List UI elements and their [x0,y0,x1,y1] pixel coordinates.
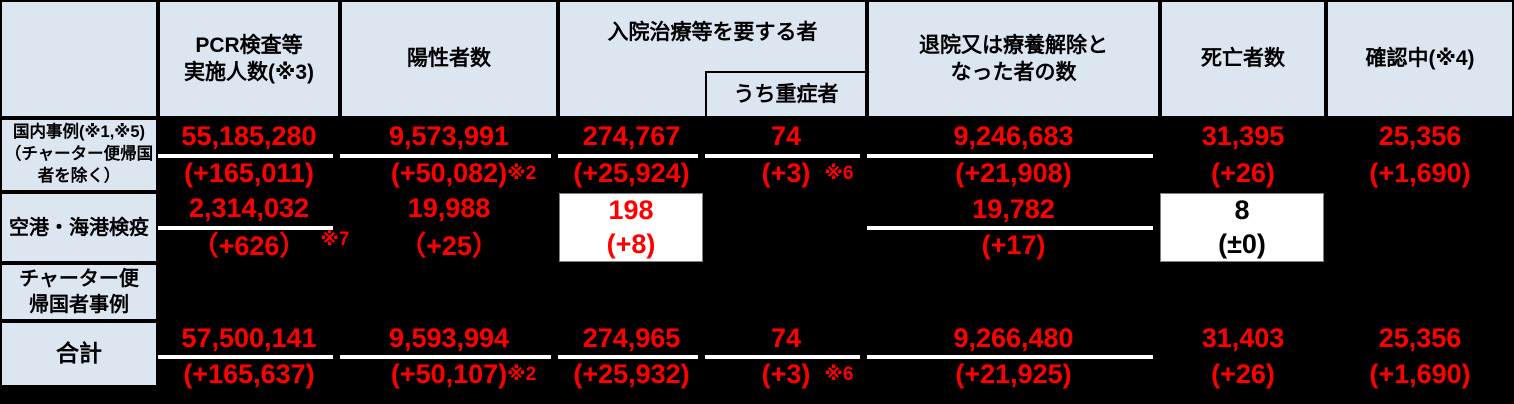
cell-total-confirming: 25,356 (+1,690) [1369,323,1471,389]
header-pcr-tests: PCR検査等 実施人数(※3) [158,0,340,118]
row-label-airport-seaport-quarantine: 空港・海港検疫 [0,192,158,263]
footnote-ref: ※2 [507,163,537,184]
row-label-charter-flight-returnees: チャーター便 帰国者事例 [0,263,158,321]
row-label-domestic-cases: 国内事例(※1,※5) （チャーター便帰国 者を除く） [0,118,158,192]
separator-line [705,154,860,158]
cell-domestic-pcr: 55,185,280 (+165,011) [158,118,340,192]
cell-domestic-hospitalized: 274,767 (+25,924) [558,118,705,192]
cell-total-severe: 74 (+3) ※6 [705,321,867,392]
separator-line [705,355,860,359]
cell-domestic-discharged: 9,246,683 (+21,908) [867,118,1160,192]
separator-line [867,154,1153,158]
cell-quarantine-deaths-highlight-box: 8 (±0) [1160,193,1324,262]
cell-total-deaths: 31,403 (+26) [1201,323,1285,389]
cell-domestic-positive: 9,573,991 (+50,082) ※2 [340,118,558,192]
header-positive-cases: 陽性者数 [340,0,558,118]
separator-line [340,154,551,158]
header-severe-cases: うち重症者 [705,71,867,118]
cell-domestic-deaths: 31,395 (+26) [1201,121,1285,188]
separator-line [558,154,698,158]
cell-quarantine-pcr: 2,314,032 （+626） ※7 [158,192,349,263]
cell-quarantine-discharged: 19,782 (+17) [867,192,1160,263]
cell-total-hospitalized: 274,965 (+25,932) [558,321,705,392]
cell-domestic-severe: 74 (+3) ※6 [705,118,867,192]
separator-line [158,154,333,158]
cell-total-positive: 9,593,994 (+50,107) ※2 [340,321,558,392]
separator-line [867,226,1153,230]
footnote-ref: ※6 [824,363,854,385]
separator-line [158,226,333,230]
header-discharged: 退院又は療養解除と なった者の数 [867,0,1160,118]
separator-line [867,355,1153,359]
separator-line [558,355,698,359]
header-corner-cell [0,0,158,118]
row-label-total: 合計 [0,321,158,387]
separator-line [158,355,333,359]
cell-total-discharged: 9,266,480 (+21,925) [867,321,1160,392]
cell-quarantine-hospitalized-highlight-box: 198 (+8) [559,193,703,262]
header-under-confirmation: 確認中(※4) [1326,0,1514,118]
footnote-ref: ※6 [824,163,854,184]
header-deaths: 死亡者数 [1160,0,1326,118]
footnote-ref: ※2 [507,363,537,385]
cell-total-pcr: 57,500,141 (+165,637) [158,321,340,392]
cell-domestic-confirming: 25,356 (+1,690) [1369,121,1471,188]
separator-line [340,355,551,359]
footnote-ref: ※7 [320,229,350,250]
cell-quarantine-positive: 19,988 （+25） [399,192,499,262]
